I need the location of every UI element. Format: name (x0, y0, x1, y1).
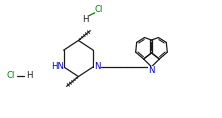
Text: N: N (94, 62, 100, 71)
Text: HN: HN (51, 62, 64, 71)
Text: H: H (26, 71, 32, 80)
Text: Cl: Cl (95, 5, 103, 14)
Text: Cl: Cl (6, 71, 15, 80)
Text: N: N (148, 66, 155, 75)
Text: H: H (82, 15, 89, 24)
